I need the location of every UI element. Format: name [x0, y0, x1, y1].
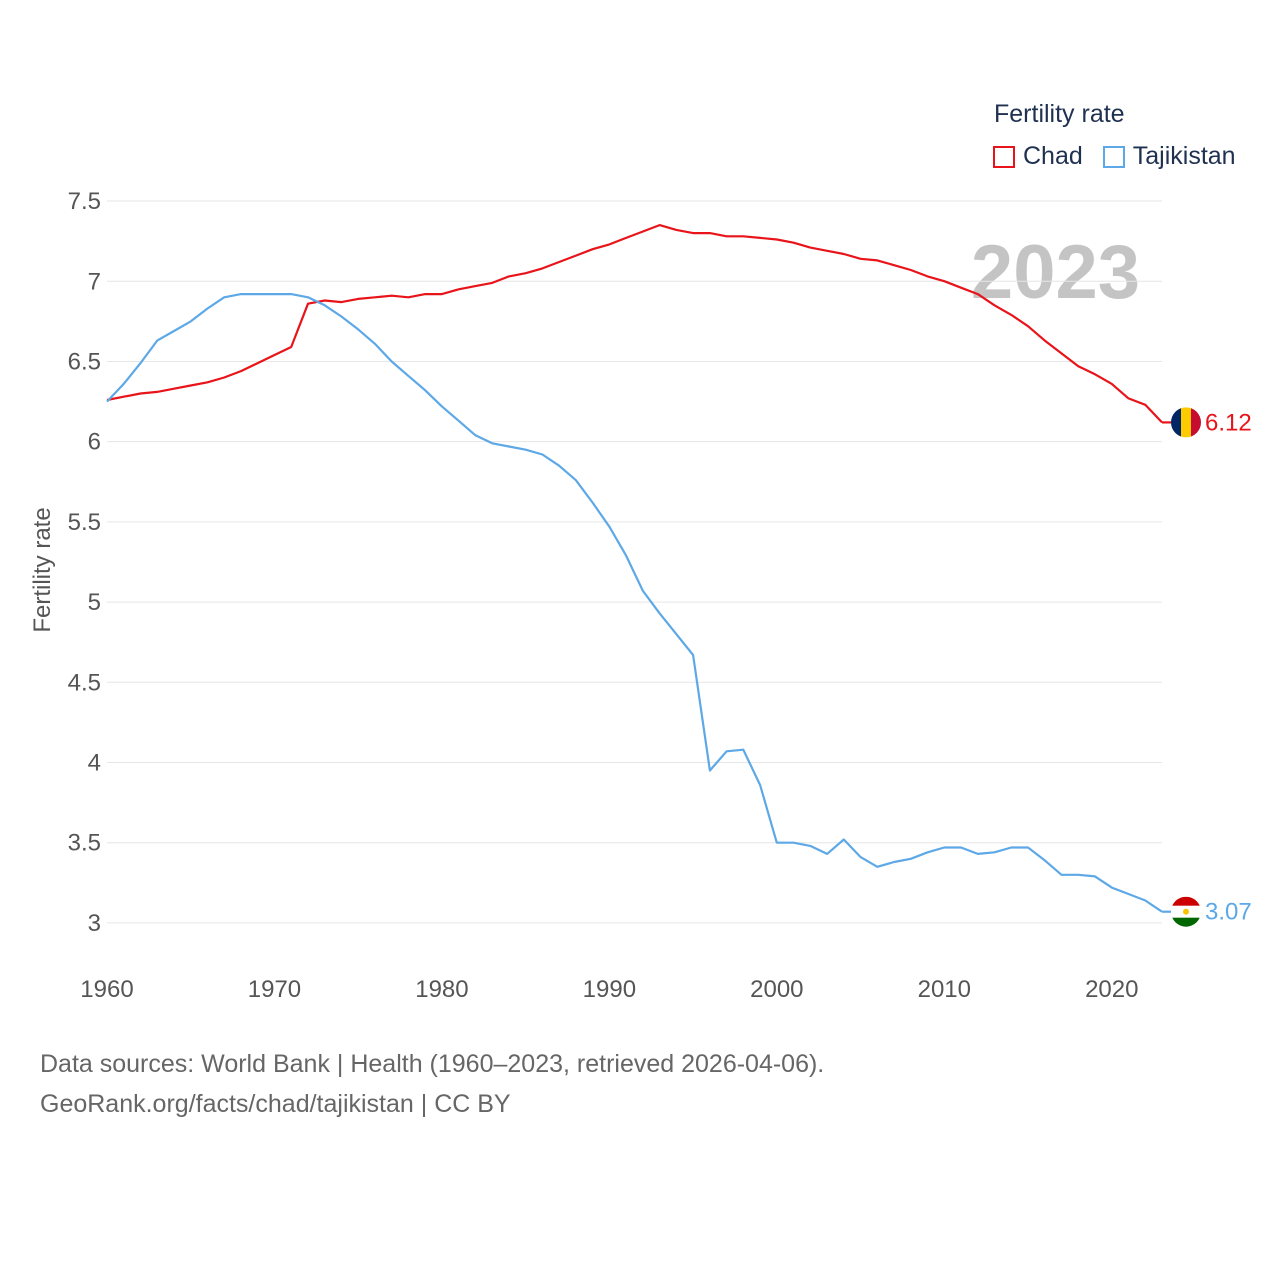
source-line-2[interactable]: GeoRank.org/facts/chad/tajikistan | CC B… — [40, 1090, 511, 1118]
x-tick-label: 2000 — [750, 976, 803, 1003]
y-tick-label: 3 — [88, 910, 101, 937]
legend: Chad Tajikistan — [993, 142, 1256, 171]
flag-icon-chad — [1171, 407, 1201, 438]
y-tick-label: 3.5 — [68, 830, 101, 857]
legend-swatch-chad — [993, 145, 1015, 168]
y-tick-label: 5 — [88, 589, 101, 616]
flag-icon-tajikistan — [1171, 896, 1201, 927]
legend-label-chad: Chad — [1023, 142, 1083, 170]
series-line-tajikistan — [106, 293, 1163, 913]
legend-swatch-tajikistan — [1102, 145, 1125, 168]
y-tick-label: 7.5 — [68, 188, 101, 215]
x-tick-label: 2020 — [1085, 976, 1138, 1003]
legend-item-tajikistan[interactable]: Tajikistan — [1102, 142, 1236, 171]
y-tick-label: 6 — [88, 429, 101, 456]
end-value-label-tajikistan: 3.07 — [1205, 899, 1252, 926]
y-tick-label: 5.5 — [68, 509, 101, 536]
x-tick-label: 1960 — [80, 976, 133, 1003]
y-tick-label: 7 — [88, 268, 101, 295]
legend-item-chad[interactable]: Chad — [993, 142, 1083, 171]
y-tick-label: 6.5 — [68, 348, 101, 375]
end-value-label-chad: 6.12 — [1205, 409, 1252, 436]
series-line-chad — [106, 224, 1163, 424]
y-tick-label: 4.5 — [68, 669, 101, 696]
x-tick-label: 2010 — [918, 976, 971, 1003]
legend-title: Fertility rate — [994, 100, 1125, 128]
x-tick-label: 1990 — [583, 976, 636, 1003]
source-line-1: Data sources: World Bank | Health (1960–… — [40, 1050, 825, 1078]
y-axis-label: Fertility rate — [29, 507, 56, 632]
source-note: Data sources: World Bank | Health (1960–… — [40, 1044, 824, 1124]
x-tick-label: 1970 — [248, 976, 301, 1003]
x-tick-label: 1980 — [415, 976, 468, 1003]
y-tick-label: 4 — [88, 750, 101, 777]
year-watermark: 2023 — [971, 230, 1140, 315]
legend-label-tajikistan: Tajikistan — [1132, 142, 1236, 170]
